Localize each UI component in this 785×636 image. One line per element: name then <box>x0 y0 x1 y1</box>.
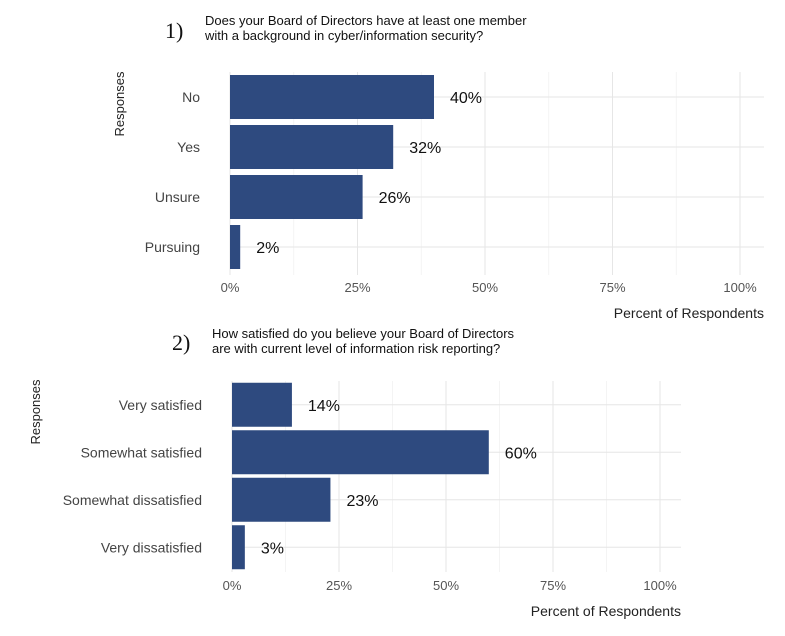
value-label: 2% <box>256 240 279 257</box>
value-label: 40% <box>450 90 482 107</box>
bar-no <box>230 75 434 119</box>
x-axis-title: Percent of Respondents <box>531 603 681 619</box>
bar-very-satisfied <box>232 382 292 427</box>
bar-unsure <box>230 175 363 219</box>
y-axis-title: Responses <box>28 379 43 445</box>
category-label: Yes <box>177 139 200 155</box>
value-label: 32% <box>409 140 441 157</box>
x-tick-label: 50% <box>472 280 498 295</box>
bar-yes <box>230 125 394 169</box>
x-tick-label: 25% <box>326 578 352 593</box>
question-1-line-1: Does your Board of Directors have at lea… <box>205 13 527 28</box>
question-1-line-2: with a background in cyber/information s… <box>205 28 484 43</box>
category-label: Very satisfied <box>119 397 202 413</box>
value-label: 26% <box>379 190 411 207</box>
bar-pursuing <box>230 225 241 269</box>
question-1-number: 1) <box>165 18 184 43</box>
value-label: 3% <box>261 540 284 557</box>
x-tick-label: 0% <box>221 280 240 295</box>
x-tick-label: 0% <box>223 578 242 593</box>
bar-somewhat-satisfied <box>232 430 489 475</box>
category-label: Very dissatisfied <box>101 539 202 555</box>
x-tick-label: 25% <box>344 280 370 295</box>
x-tick-label: 75% <box>599 280 625 295</box>
category-label: No <box>182 89 200 105</box>
category-label: Unsure <box>155 189 200 205</box>
value-label: 60% <box>505 445 537 462</box>
chart-1-header: 1) Does your Board of Directors have at … <box>0 0 785 60</box>
x-tick-label: 100% <box>643 578 677 593</box>
value-label: 14% <box>308 398 340 415</box>
value-label: 23% <box>346 493 378 510</box>
x-tick-label: 75% <box>540 578 566 593</box>
y-axis-title: Responses <box>112 71 127 137</box>
bar-somewhat-dissatisfied <box>232 477 331 522</box>
question-2-line-2: are with current level of information ri… <box>212 341 501 356</box>
x-tick-label: 50% <box>433 578 459 593</box>
category-label: Somewhat satisfied <box>81 444 202 460</box>
x-axis-title: Percent of Respondents <box>614 305 764 321</box>
category-label: Pursuing <box>145 239 200 255</box>
category-label: Somewhat dissatisfied <box>63 492 202 508</box>
bar-very-dissatisfied <box>232 525 245 570</box>
question-2-number: 2) <box>172 330 191 355</box>
x-tick-label: 100% <box>723 280 757 295</box>
question-2-line-1: How satisfied do you believe your Board … <box>212 326 515 341</box>
